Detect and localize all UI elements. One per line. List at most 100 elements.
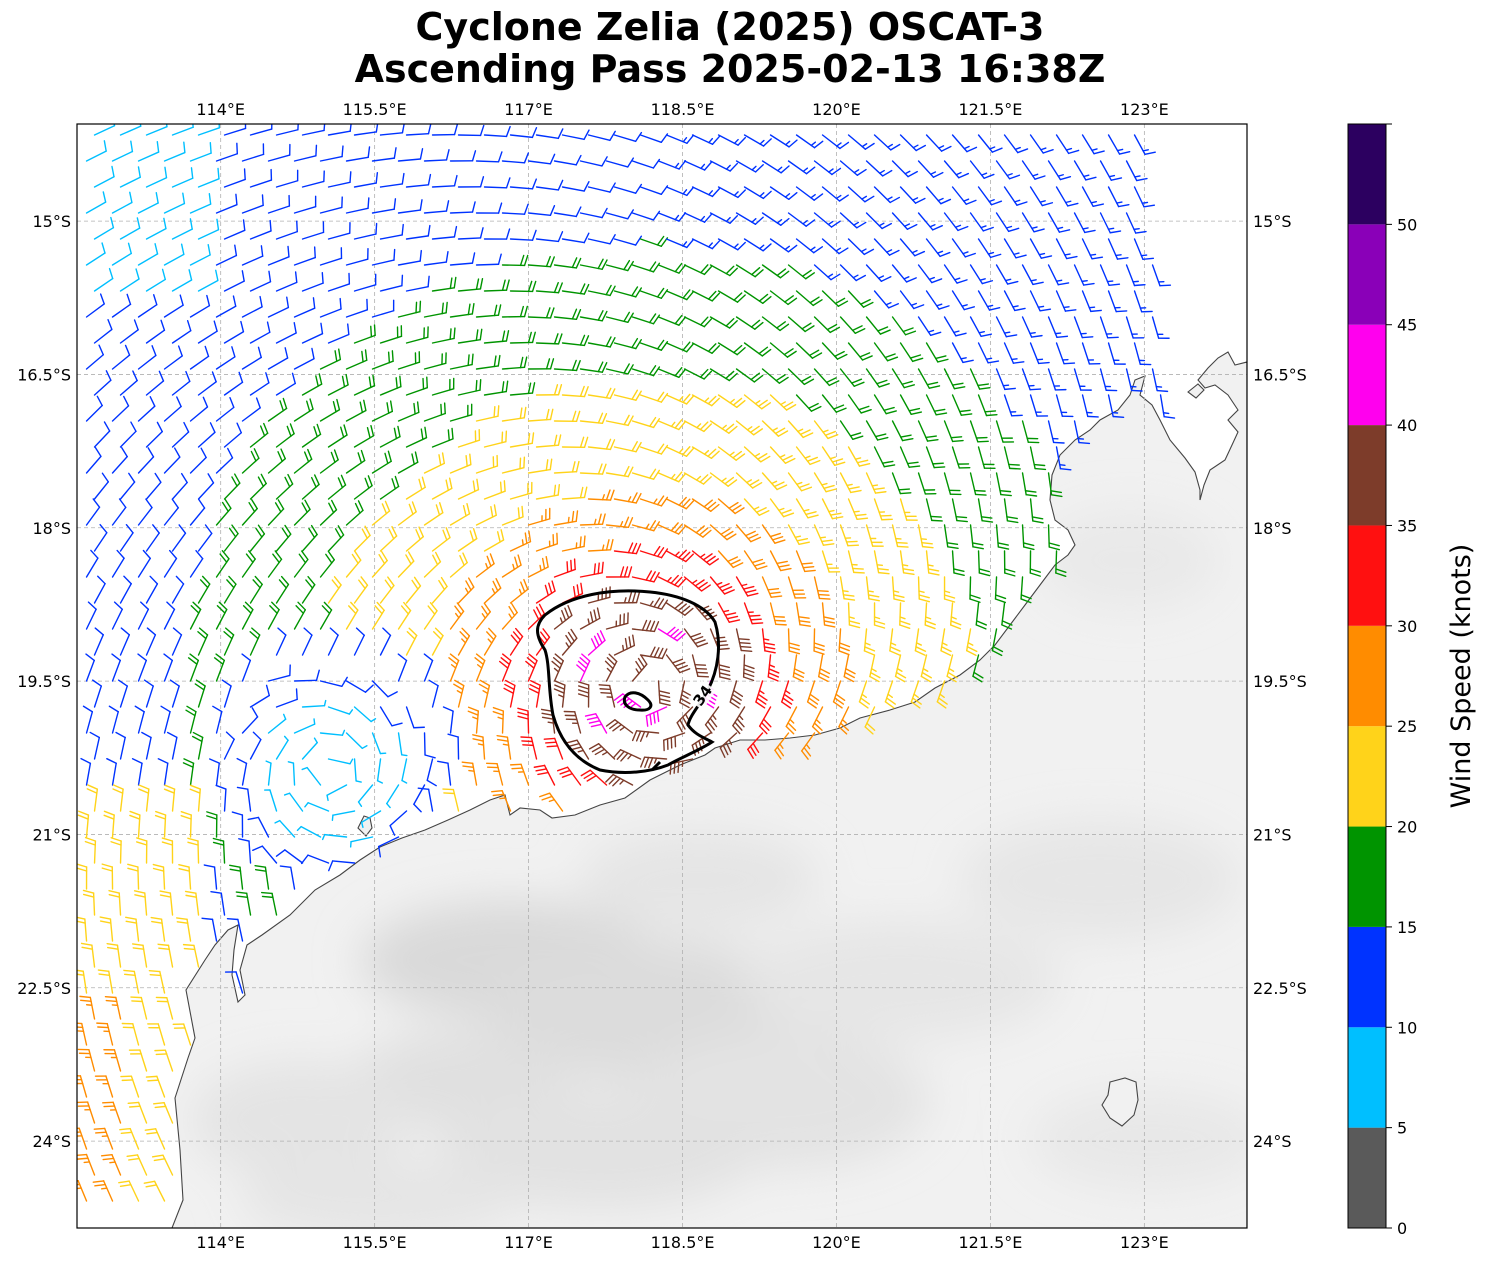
gridlines — [77, 124, 1247, 1228]
colorbar-bin — [1348, 1027, 1386, 1128]
wind-barb — [813, 576, 831, 600]
wind-barb — [1021, 316, 1043, 338]
wind-barb — [665, 446, 695, 457]
wind-barb — [665, 341, 695, 353]
wind-barb — [917, 472, 937, 495]
wind-barb — [787, 368, 815, 386]
wind-barb — [397, 501, 417, 526]
wind-barb — [379, 172, 405, 188]
wind-barb — [1003, 550, 1016, 577]
wind-barb — [93, 523, 108, 552]
wind-barb — [865, 316, 891, 335]
wind-barb — [163, 498, 179, 526]
wind-barb — [1073, 160, 1097, 181]
wind-barb — [891, 576, 905, 602]
colorbar-tick-label: 15 — [1397, 918, 1417, 937]
wind-barb — [683, 212, 713, 223]
wind-barb — [155, 996, 174, 1020]
wind-barb — [795, 290, 823, 307]
wind-barb — [353, 424, 375, 448]
wind-barb — [899, 134, 927, 152]
wind-barb — [769, 238, 798, 253]
wind-barb — [691, 654, 710, 678]
wind-barb — [813, 368, 840, 387]
wind-barb — [249, 473, 267, 500]
wind-barb — [145, 268, 166, 292]
wind-barb — [423, 251, 449, 266]
wind-barb — [85, 293, 105, 318]
wind-barb — [665, 238, 695, 249]
wind-barb — [891, 264, 917, 283]
wind-barb — [231, 811, 244, 838]
wind-barb — [483, 279, 510, 292]
wind-barb — [85, 549, 99, 578]
wind-barb — [241, 550, 256, 578]
wind-barb — [148, 970, 166, 994]
wind-barb — [972, 654, 984, 683]
wind-barb — [1133, 342, 1152, 366]
wind-barb — [631, 654, 648, 682]
wind-barb — [163, 601, 176, 630]
wind-barb — [293, 669, 320, 682]
wind-barb — [163, 396, 182, 422]
wind-barb — [865, 368, 890, 388]
wind-barb — [949, 602, 962, 630]
wind-barb — [130, 996, 148, 1020]
wind-barb — [180, 811, 192, 838]
wind-barb — [223, 731, 235, 760]
wind-barb — [613, 235, 643, 246]
wind-barb — [899, 186, 926, 204]
wind-barb — [119, 370, 138, 396]
wind-barb — [223, 422, 242, 448]
wind-barb — [787, 628, 801, 655]
wind-barb — [134, 705, 145, 734]
wind-barb — [847, 238, 875, 256]
map-frame — [76, 123, 1248, 1229]
wind-barb — [224, 971, 244, 994]
wind-barb — [813, 628, 825, 655]
lat-label-left: 19.5°S — [17, 672, 71, 691]
wind-barb — [709, 524, 737, 541]
wind-barb — [319, 297, 342, 318]
wind-barb — [145, 524, 160, 552]
wind-barb — [209, 758, 220, 786]
wind-barb — [943, 264, 968, 284]
wind-barb — [353, 374, 376, 396]
wind-barb — [431, 276, 457, 292]
wind-barb — [865, 576, 880, 602]
wind-barb — [151, 1154, 174, 1176]
wind-barb — [910, 680, 922, 709]
wind-barb — [197, 371, 217, 396]
wind-barb — [301, 627, 313, 656]
wind-barb — [832, 680, 846, 709]
wind-barb — [215, 244, 238, 266]
wind-barb — [683, 160, 713, 171]
wind-barb — [249, 684, 270, 708]
chart-title-line1: Cyclone Zelia (2025) OSCAT-3 — [415, 5, 1045, 49]
wind-barb — [657, 574, 687, 588]
wind-barb — [267, 143, 291, 162]
wind-barb — [584, 713, 608, 734]
wind-barb — [449, 552, 468, 578]
wind-barb — [561, 486, 588, 500]
wind-barb — [761, 576, 783, 598]
wind-barb — [899, 342, 924, 363]
wind-barb — [328, 860, 356, 872]
wind-barb — [172, 1023, 192, 1046]
wind-barb — [475, 454, 499, 474]
wind-barb — [1029, 446, 1047, 471]
wind-barb — [1047, 212, 1071, 233]
wind-barb — [423, 502, 444, 526]
wind-barb — [345, 399, 367, 422]
wind-barb — [1125, 212, 1147, 234]
wind-barb — [137, 549, 151, 578]
wind-barb — [397, 451, 419, 474]
wind-barb — [379, 525, 398, 552]
wind-barb — [449, 150, 477, 162]
wind-barb — [769, 186, 798, 201]
wind-barb — [579, 412, 608, 425]
wind-barb — [743, 498, 770, 516]
wind-barb — [223, 473, 241, 500]
wind-barb — [301, 737, 318, 760]
wind-barb — [914, 628, 927, 656]
